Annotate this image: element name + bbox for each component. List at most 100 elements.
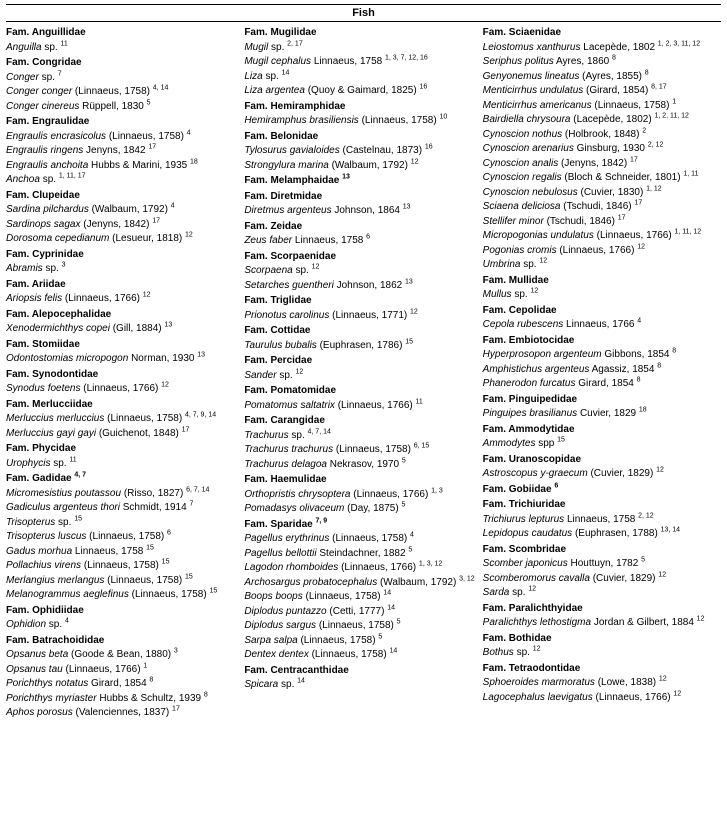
- species-entry: Anguilla sp. 11: [6, 41, 238, 56]
- family-heading: Fam. Melamphaidae 13: [244, 174, 476, 189]
- species-entry: Stellifer minor (Tschudi, 1846) 17: [483, 215, 715, 230]
- family-heading: Fam. Bothidae: [483, 632, 715, 647]
- family-heading: Fam. Stomiidae: [6, 338, 238, 353]
- species-entry: Genyonemus lineatus (Ayres, 1855) 8: [483, 70, 715, 85]
- species-entry: Gadus morhua Linnaeus, 1758 15: [6, 545, 238, 560]
- species-entry: Scomber japonicus Houttuyn, 1782 5: [483, 557, 715, 572]
- species-entry: Porichthys notatus Girard, 1854 8: [6, 677, 238, 692]
- species-entry: Dorosoma cepedianum (Lesueur, 1818) 12: [6, 232, 238, 247]
- family-heading: Fam. Diretmidae: [244, 190, 476, 205]
- species-entry: Cynoscion nothus (Holbrook, 1848) 2: [483, 128, 715, 143]
- species-entry: Trichiurus lepturus Linnaeus, 1758 2, 12: [483, 513, 715, 528]
- family-heading: Fam. Alepocephalidae: [6, 308, 238, 323]
- species-entry: Spicara sp. 14: [244, 678, 476, 693]
- species-entry: Xenodermichthys copei (Gill, 1884) 13: [6, 322, 238, 337]
- species-entry: Orthopristis chrysoptera (Linnaeus, 1766…: [244, 488, 476, 503]
- family-heading: Fam. Engraulidae: [6, 115, 238, 130]
- species-entry: Trisopterus sp. 15: [6, 516, 238, 531]
- species-entry: Sardina pilchardus (Walbaum, 1792) 4: [6, 203, 238, 218]
- species-entry: Micromesistius poutassou (Risso, 1827) 6…: [6, 487, 238, 502]
- family-heading: Fam. Congridae: [6, 56, 238, 71]
- species-entry: Ariopsis felis (Linnaeus, 1766) 12: [6, 292, 238, 307]
- family-heading: Fam. Clupeidae: [6, 189, 238, 204]
- species-entry: Cynoscion analis (Jenyns, 1842) 17: [483, 157, 715, 172]
- species-entry: Leiostomus xanthurus Lacepède, 1802 1, 2…: [483, 41, 715, 56]
- family-heading: Fam. Tetraodontidae: [483, 662, 715, 677]
- family-heading: Fam. Gadidae 4, 7: [6, 472, 238, 487]
- species-entry: Umbrina sp. 12: [483, 258, 715, 273]
- family-heading: Fam. Trichiuridae: [483, 498, 715, 513]
- species-entry: Engraulis encrasicolus (Linnaeus, 1758) …: [6, 130, 238, 145]
- species-entry: Zeus faber Linnaeus, 1758 6: [244, 234, 476, 249]
- table-header: Fish: [6, 4, 721, 22]
- species-entry: Anchoa sp. 1, 11, 17: [6, 173, 238, 188]
- species-entry: Diplodus puntazzo (Cetti, 1777) 14: [244, 605, 476, 620]
- column-1: Fam. AnguillidaeAnguilla sp. 11Fam. Cong…: [6, 25, 244, 721]
- species-entry: Tylosurus gavialoides (Castelnau, 1873) …: [244, 144, 476, 159]
- species-entry: Engraulis anchoita Hubbs & Marini, 1935 …: [6, 159, 238, 174]
- species-entry: Bairdiella chrysoura (Lacepède, 1802) 1,…: [483, 113, 715, 128]
- species-entry: Cynoscion regalis (Bloch & Schneider, 18…: [483, 171, 715, 186]
- species-entry: Porichthys myriaster Hubbs & Schultz, 19…: [6, 692, 238, 707]
- species-entry: Cepola rubescens Linnaeus, 1766 4: [483, 318, 715, 333]
- family-heading: Fam. Ariidae: [6, 278, 238, 293]
- species-entry: Amphistichus argenteus Agassiz, 1854 8: [483, 363, 715, 378]
- species-entry: Sarpa salpa (Linnaeus, 1758) 5: [244, 634, 476, 649]
- species-entry: Dentex dentex (Linnaeus, 1758) 14: [244, 648, 476, 663]
- species-entry: Seriphus politus Ayres, 1860 8: [483, 55, 715, 70]
- family-heading: Fam. Belonidae: [244, 130, 476, 145]
- species-entry: Trisopterus luscus (Linnaeus, 1758) 6: [6, 530, 238, 545]
- species-entry: Abramis sp. 3: [6, 262, 238, 277]
- species-entry: Aphos porosus (Valenciennes, 1837) 17: [6, 706, 238, 721]
- family-heading: Fam. Cepolidae: [483, 304, 715, 319]
- species-entry: Gadiculus argenteus thori Schmidt, 1914 …: [6, 501, 238, 516]
- species-entry: Trachurus trachurus (Linnaeus, 1758) 6, …: [244, 443, 476, 458]
- species-entry: Synodus foetens (Linnaeus, 1766) 12: [6, 382, 238, 397]
- family-heading: Fam. Ammodytidae: [483, 423, 715, 438]
- species-entry: Mullus sp. 12: [483, 288, 715, 303]
- species-entry: Taurulus bubalis (Euphrasen, 1786) 15: [244, 339, 476, 354]
- species-entry: Diretmus argenteus Johnson, 1864 13: [244, 204, 476, 219]
- family-heading: Fam. Synodontidae: [6, 368, 238, 383]
- column-2: Fam. MugilidaeMugil sp. 2, 17Mugil cepha…: [244, 25, 482, 721]
- family-heading: Fam. Cyprinidae: [6, 248, 238, 263]
- species-entry: Paralichthys lethostigma Jordan & Gilber…: [483, 616, 715, 631]
- species-entry: Micropogonias undulatus (Linnaeus, 1766)…: [483, 229, 715, 244]
- species-entry: Lepidopus caudatus (Euphrasen, 1788) 13,…: [483, 527, 715, 542]
- species-entry: Pagellus erythrinus (Linnaeus, 1758) 4: [244, 532, 476, 547]
- species-entry: Menticirrhus undulatus (Girard, 1854) 8,…: [483, 84, 715, 99]
- species-entry: Liza argentea (Quoy & Gaimard, 1825) 16: [244, 84, 476, 99]
- family-heading: Fam. Paralichthyidae: [483, 602, 715, 617]
- species-entry: Merluccius gayi gayi (Guichenot, 1848) 1…: [6, 427, 238, 442]
- species-entry: Conger conger (Linnaeus, 1758) 4, 14: [6, 85, 238, 100]
- family-heading: Fam. Carangidae: [244, 414, 476, 429]
- family-heading: Fam. Cottidae: [244, 324, 476, 339]
- family-heading: Fam. Haemulidae: [244, 473, 476, 488]
- species-entry: Mugil cephalus Linnaeus, 1758 1, 3, 7, 1…: [244, 55, 476, 70]
- species-entry: Liza sp. 14: [244, 70, 476, 85]
- species-entry: Phanerodon furcatus Girard, 1854 8: [483, 377, 715, 392]
- columns-container: Fam. AnguillidaeAnguilla sp. 11Fam. Cong…: [6, 25, 721, 721]
- family-heading: Fam. Ophidiidae: [6, 604, 238, 619]
- species-entry: Pollachius virens (Linnaeus, 1758) 15: [6, 559, 238, 574]
- family-heading: Fam. Scorpaenidae: [244, 250, 476, 265]
- species-entry: Engraulis ringens Jenyns, 1842 17: [6, 144, 238, 159]
- family-heading: Fam. Batrachoididae: [6, 634, 238, 649]
- family-heading: Fam. Triglidae: [244, 294, 476, 309]
- species-entry: Strongylura marina (Walbaum, 1792) 12: [244, 159, 476, 174]
- species-entry: Opsanus tau (Linnaeus, 1766) 1: [6, 663, 238, 678]
- species-entry: Scomberomorus cavalla (Cuvier, 1829) 12: [483, 572, 715, 587]
- species-entry: Ophidion sp. 4: [6, 618, 238, 633]
- species-entry: Cynoscion nebulosus (Cuvier, 1830) 1, 12: [483, 186, 715, 201]
- species-entry: Hyperprosopon argenteum Gibbons, 1854 8: [483, 348, 715, 363]
- species-entry: Odontostomias micropogon Norman, 1930 13: [6, 352, 238, 367]
- family-heading: Fam. Gobiidae 6: [483, 483, 715, 498]
- species-entry: Mugil sp. 2, 17: [244, 41, 476, 56]
- species-entry: Pogonias cromis (Linnaeus, 1766) 12: [483, 244, 715, 259]
- species-entry: Archosargus probatocephalus (Walbaum, 17…: [244, 576, 476, 591]
- species-entry: Sphoeroides marmoratus (Lowe, 1838) 12: [483, 676, 715, 691]
- family-heading: Fam. Phycidae: [6, 442, 238, 457]
- species-entry: Setarches guentheri Johnson, 1862 13: [244, 279, 476, 294]
- family-heading: Fam. Pomatomidae: [244, 384, 476, 399]
- species-entry: Melanogrammus aeglefinus (Linnaeus, 1758…: [6, 588, 238, 603]
